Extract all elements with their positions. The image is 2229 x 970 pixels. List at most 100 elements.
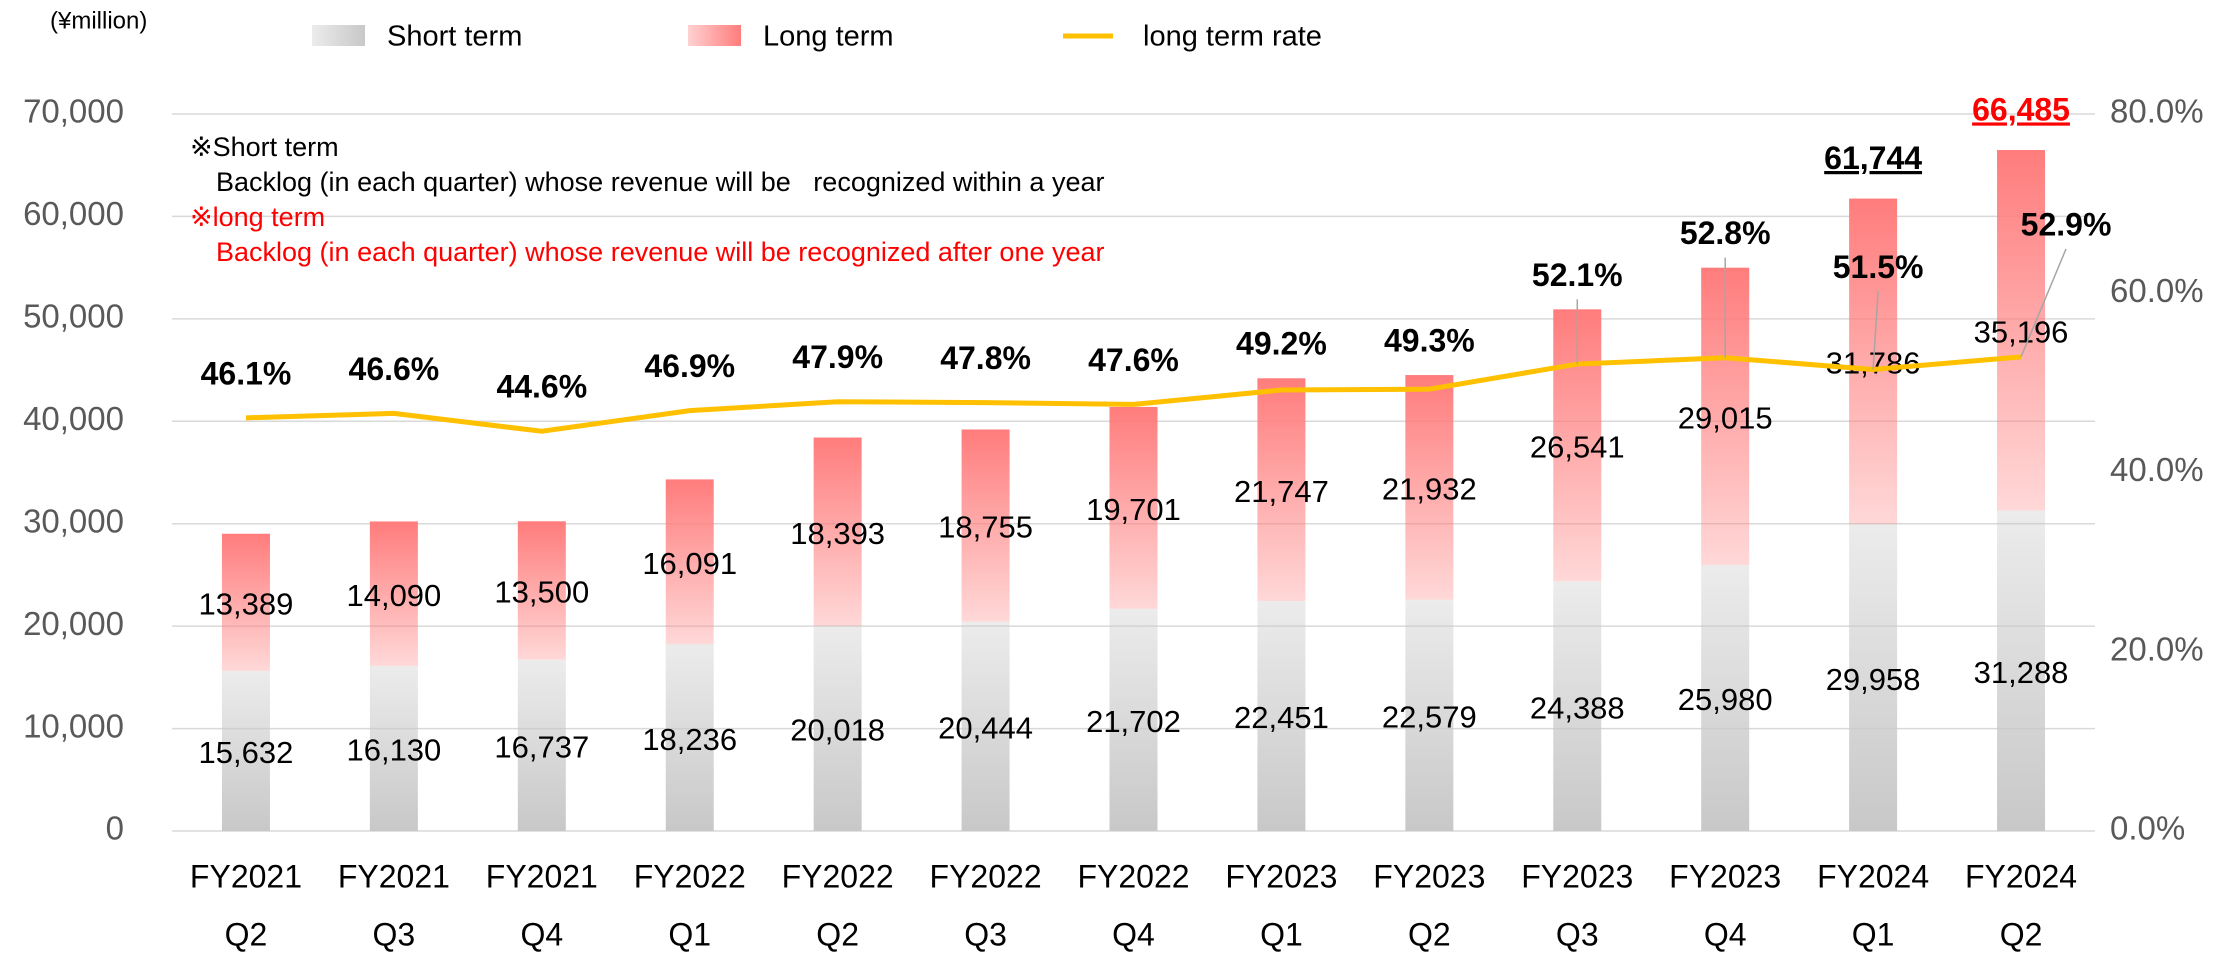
x-tick-label: Q3: [964, 916, 1007, 952]
data-label: 18,236: [642, 722, 737, 757]
bar-segment: [961, 429, 1010, 622]
bar-segment: [1997, 150, 2046, 511]
bar-segment: [1997, 510, 2046, 831]
rate-label: 47.6%: [1088, 342, 1179, 378]
data-label: 22,451: [1234, 700, 1329, 735]
data-label: 25,980: [1678, 682, 1773, 717]
rate-label: 44.6%: [496, 369, 587, 405]
rate-label: 46.1%: [201, 355, 292, 391]
x-tick-label: FY2023: [1521, 858, 1633, 894]
x-tick-label: FY2021: [190, 858, 302, 894]
data-label: 20,018: [790, 713, 885, 748]
x-tick-label: FY2024: [1817, 858, 1929, 894]
y-tick-label: 10,000: [23, 707, 124, 744]
bar-segment: [1257, 378, 1306, 602]
x-tick-label: FY2022: [1077, 858, 1189, 894]
x-tick-label: Q4: [520, 916, 563, 952]
bar-segment: [369, 521, 418, 666]
data-label: 31,288: [1974, 655, 2069, 690]
rate-label: 47.9%: [792, 339, 883, 375]
bar-segment: [813, 625, 862, 831]
bar-segment: [813, 437, 862, 626]
bar-segment: [665, 479, 714, 645]
y-axis-label: (¥million): [50, 7, 147, 34]
leader-line: [1872, 291, 1879, 370]
data-label: 22,579: [1382, 700, 1477, 735]
bar-segment: [1405, 599, 1454, 831]
bar-segment: [517, 659, 566, 831]
x-tick-label: Q1: [1260, 916, 1303, 952]
data-label: 21,932: [1382, 472, 1477, 507]
x-tick-label: Q1: [1852, 916, 1895, 952]
y2-tick-label: 40.0%: [2110, 451, 2204, 488]
rate-label: 52.8%: [1680, 215, 1771, 251]
data-label: 18,393: [790, 516, 885, 551]
rate-label: 49.3%: [1384, 323, 1475, 359]
data-label: 13,389: [199, 587, 294, 622]
data-label: 29,015: [1678, 400, 1773, 435]
bar-segment: [1109, 608, 1158, 831]
legend-swatch: [688, 25, 741, 46]
bar-segment: [1701, 564, 1750, 831]
legend-label: Long term: [763, 21, 894, 53]
bar-segment: [1109, 406, 1158, 609]
x-tick-label: Q2: [225, 916, 268, 952]
bar-segment: [369, 665, 418, 831]
bar-segment: [961, 621, 1010, 831]
x-tick-label: Q4: [1704, 916, 1747, 952]
bar-segment: [221, 533, 270, 671]
rate-label: 46.6%: [349, 351, 440, 387]
note: Backlog (in each quarter) whose revenue …: [216, 167, 1104, 197]
x-tick-label: Q3: [1556, 916, 1599, 952]
x-tick-label: Q1: [668, 916, 711, 952]
data-label: 35,196: [1974, 314, 2069, 349]
total-label: 66,485: [1972, 91, 2070, 127]
data-label: 21,747: [1234, 474, 1329, 509]
y-tick-label: 40,000: [23, 400, 124, 437]
y-tick-label: 60,000: [23, 195, 124, 232]
x-tick-label: FY2023: [1373, 858, 1485, 894]
x-tick-label: FY2021: [486, 858, 598, 894]
y2-tick-label: 20.0%: [2110, 630, 2204, 667]
data-label: 16,737: [494, 729, 589, 764]
y2-tick-label: 0.0%: [2110, 810, 2185, 847]
x-tick-label: FY2022: [634, 858, 746, 894]
x-tick-label: FY2024: [1965, 858, 2077, 894]
x-tick-label: FY2022: [782, 858, 894, 894]
data-label: 13,500: [494, 575, 589, 610]
bar-segment: [517, 521, 566, 660]
total-label: 61,744: [1824, 140, 1922, 176]
bar-segment: [1849, 524, 1898, 831]
rate-label: 51.5%: [1833, 249, 1924, 285]
x-tick-label: Q3: [373, 916, 416, 952]
rate-label: 49.2%: [1236, 326, 1327, 362]
bar-segment: [221, 670, 270, 831]
data-label: 16,091: [642, 546, 737, 581]
rate-label: 52.1%: [1532, 257, 1623, 293]
note: ※long term: [190, 202, 325, 232]
rate-label: 52.9%: [2021, 206, 2112, 242]
note: ※Short term: [190, 132, 339, 162]
data-label: 15,632: [199, 735, 294, 770]
legend-label: Short term: [387, 21, 522, 53]
data-label: 24,388: [1530, 690, 1625, 725]
y2-tick-label: 80.0%: [2110, 93, 2204, 130]
x-tick-label: Q2: [816, 916, 859, 952]
data-label: 14,090: [346, 578, 441, 613]
y-tick-label: 50,000: [23, 298, 124, 335]
leader-line: [2020, 248, 2067, 358]
y-tick-label: 20,000: [23, 605, 124, 642]
legend-swatch: [312, 25, 365, 46]
data-label: 20,444: [938, 710, 1033, 745]
data-label: 21,702: [1086, 704, 1181, 739]
y2-tick-label: 60.0%: [2110, 272, 2204, 309]
note: Backlog (in each quarter) whose revenue …: [216, 237, 1105, 267]
data-label: 16,130: [346, 733, 441, 768]
x-tick-label: FY2023: [1225, 858, 1337, 894]
data-label: 29,958: [1826, 662, 1921, 697]
data-label: 19,701: [1086, 492, 1181, 527]
x-tick-label: Q2: [1408, 916, 1451, 952]
y-tick-label: 30,000: [23, 502, 124, 539]
x-tick-label: FY2023: [1669, 858, 1781, 894]
